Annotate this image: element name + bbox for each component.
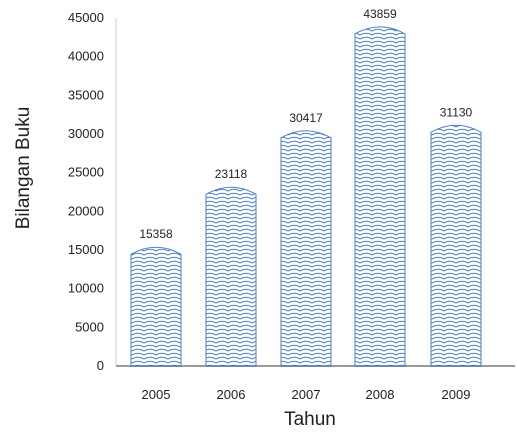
y-tick-label: 30000	[68, 126, 104, 141]
y-tick-label: 15000	[68, 242, 104, 257]
data-label-2005: 15358	[139, 227, 173, 241]
y-tick-label: 20000	[68, 203, 104, 218]
data-label-2007: 30417	[289, 111, 323, 125]
x-tick-label-2006: 2006	[217, 387, 246, 402]
bar-2008	[354, 26, 406, 367]
y-tick-label: 45000	[68, 10, 104, 25]
y-tick-label: 0	[97, 358, 104, 373]
y-axis-title: Bilangan Buku	[13, 107, 34, 230]
data-labels: 15358 23118 30417 43859 31130	[139, 7, 472, 241]
x-tick-label-2009: 2009	[442, 387, 471, 402]
x-tick-label-2007: 2007	[292, 387, 321, 402]
bar-2009	[430, 124, 482, 367]
x-tick-label-2008: 2008	[366, 387, 395, 402]
y-tick-label: 40000	[68, 49, 104, 64]
y-tick-label: 10000	[68, 281, 104, 296]
bar-2005	[130, 246, 182, 367]
x-tick-labels: 2005 2006 2007 2008 2009	[142, 387, 471, 402]
data-label-2008: 43859	[363, 7, 397, 21]
bars	[130, 26, 482, 367]
y-tick-label: 25000	[68, 165, 104, 180]
y-tick-labels: 0 5000 10000 15000 20000 25000 30000 35000 40000…	[68, 10, 104, 373]
bar-2006	[205, 186, 257, 367]
x-axis-title: Tahun	[284, 409, 336, 430]
data-label-2006: 23118	[215, 167, 248, 181]
data-label-2009: 31130	[440, 105, 473, 119]
x-tick-label-2005: 2005	[142, 387, 171, 402]
y-tick-label: 5000	[75, 319, 104, 334]
bar-2007	[280, 130, 332, 367]
y-tick-label: 35000	[68, 87, 104, 102]
